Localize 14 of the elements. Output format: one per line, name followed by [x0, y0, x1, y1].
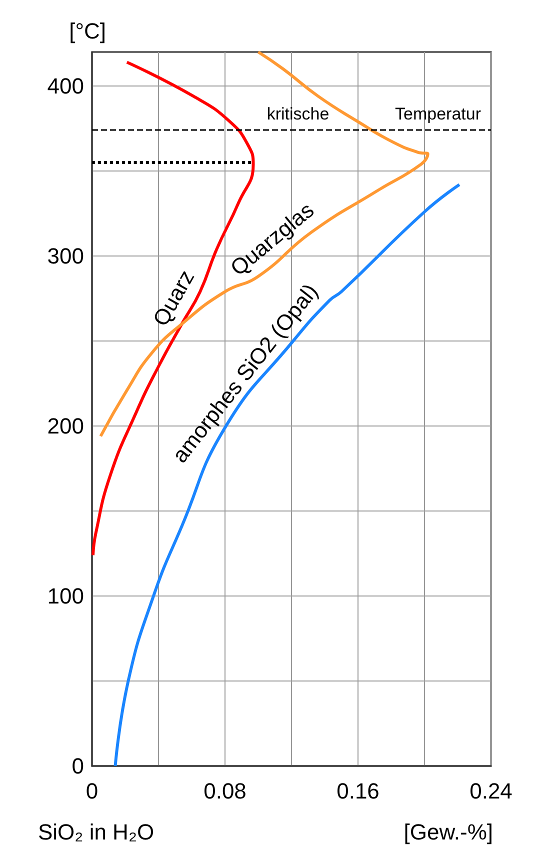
annotation: kritische: [266, 104, 330, 124]
y-tick-label: 400: [47, 74, 84, 98]
x-tick-label: 0.24: [470, 778, 512, 804]
annotation: Temperatur: [395, 104, 482, 124]
line-series: [114, 183, 461, 768]
y-axis-title: [°C]: [69, 18, 106, 44]
y-tick-label: 300: [47, 244, 84, 268]
x-axis-title: SiO₂ in H₂O: [38, 820, 154, 844]
y-tick-label: 200: [47, 414, 84, 438]
x-tick-label: 0.16: [336, 778, 380, 804]
y-tick-label: 100: [47, 584, 84, 608]
x-tick-label: 0.08: [204, 778, 246, 804]
text: [Gew.-%]: [404, 820, 494, 844]
y-tick-label: 0: [72, 754, 84, 778]
